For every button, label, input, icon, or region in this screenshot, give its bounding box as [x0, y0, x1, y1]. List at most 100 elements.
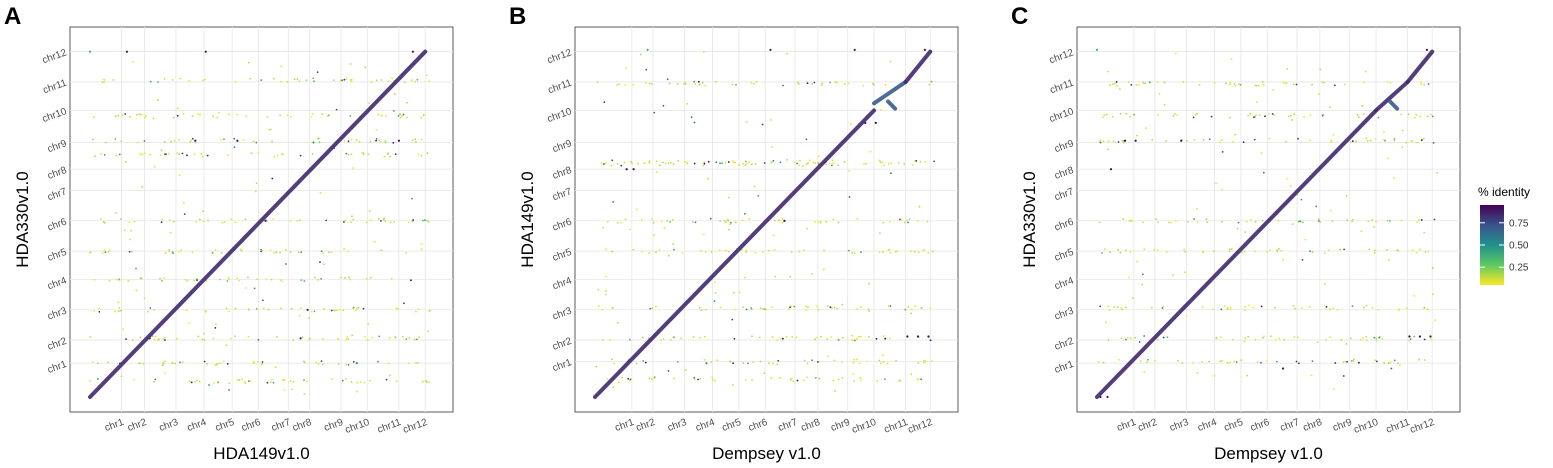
dot-point [813, 81, 816, 84]
x-tick-label: chr1 [614, 417, 636, 434]
dot-point [378, 139, 380, 142]
dot-point [395, 380, 398, 383]
dot-point [1229, 308, 1232, 310]
dot-point [149, 80, 152, 83]
dot-point [1321, 81, 1324, 83]
dot-point [704, 84, 707, 87]
legend-title: % identity [1478, 185, 1530, 199]
dot-point [1323, 81, 1325, 84]
dot-point [395, 307, 397, 310]
dot-point [349, 63, 352, 65]
dot-point [281, 280, 284, 283]
dot-point [1274, 306, 1276, 309]
dot-point [745, 160, 747, 163]
dot-point [1210, 115, 1213, 118]
dot-point [762, 308, 764, 310]
dot-point [416, 78, 419, 81]
dot-point [225, 307, 228, 310]
dot-point [793, 305, 796, 308]
dot-point [889, 252, 892, 254]
dot-point [772, 234, 775, 237]
dot-point [796, 162, 798, 165]
dot-point [1225, 82, 1227, 85]
dot-point [792, 380, 795, 383]
dot-point [1351, 220, 1353, 223]
dot-point [875, 337, 878, 340]
dot-point [690, 116, 693, 119]
dot-point [814, 162, 817, 165]
dot-point [666, 78, 669, 81]
dot-point [1350, 360, 1353, 362]
dot-point [868, 310, 871, 312]
dot-point [253, 287, 256, 290]
dot-point [1226, 362, 1229, 364]
dot-point [384, 141, 387, 144]
dot-point [1368, 248, 1371, 251]
dot-point [164, 339, 166, 341]
dot-point [804, 305, 807, 308]
dot-point [886, 362, 889, 365]
dot-point [161, 279, 163, 282]
dot-point [879, 161, 882, 164]
dot-point [1226, 306, 1229, 309]
dot-point [790, 251, 793, 253]
dot-point [916, 220, 919, 222]
dot-point [239, 248, 242, 251]
dot-point [244, 382, 247, 384]
dot-point [1098, 221, 1101, 224]
dot-point [904, 308, 907, 311]
dot-point [671, 218, 674, 221]
dot-point [139, 336, 142, 339]
dot-point [384, 220, 387, 222]
dot-point [605, 290, 607, 293]
dot-point [138, 362, 141, 365]
dot-point [382, 218, 385, 221]
dot-point [1278, 248, 1280, 250]
x-tick-label: chr11 [883, 417, 910, 436]
dot-point [1147, 358, 1149, 361]
dot-point [1330, 141, 1333, 143]
dot-point [1383, 130, 1385, 133]
x-tick-label: chr7 [1279, 417, 1301, 434]
dot-point [392, 141, 395, 144]
dot-point [268, 128, 271, 131]
dot-point [1221, 360, 1223, 362]
dot-point [616, 162, 619, 165]
y-tick-label: chr8 [46, 165, 68, 182]
dot-point [217, 381, 219, 383]
dot-point [410, 79, 413, 81]
dot-point [1357, 116, 1360, 118]
dot-point [782, 84, 784, 87]
dot-point [131, 339, 134, 341]
dot-point [179, 77, 182, 80]
dot-point [228, 278, 230, 280]
dot-point [292, 380, 295, 383]
dot-point [319, 192, 322, 194]
dot-point [709, 217, 712, 220]
dot-point [383, 155, 386, 158]
dot-point [312, 77, 314, 80]
dot-point [728, 228, 730, 231]
y-tick-label: chr3 [551, 305, 573, 322]
dot-point [1334, 362, 1337, 364]
legend-ticks: 0.750.500.25 [1480, 218, 1529, 274]
dot-point [613, 362, 616, 365]
dot-point [1099, 141, 1102, 144]
dot-point [228, 113, 230, 116]
dot-point [1118, 88, 1121, 90]
dot-point [644, 361, 647, 364]
dot-point [355, 390, 358, 393]
dot-point [917, 251, 920, 254]
dot-point [247, 276, 249, 279]
dot-point [841, 361, 843, 364]
dot-point [1260, 305, 1263, 308]
dot-point [615, 84, 618, 86]
dot-point [782, 337, 784, 340]
dot-point [1228, 250, 1231, 253]
dot-point [1233, 83, 1236, 85]
dot-point [425, 74, 428, 77]
y-tick-label: chr3 [1053, 305, 1075, 322]
dot-point [723, 220, 726, 222]
dot-point [1364, 70, 1367, 73]
dot-point [841, 303, 844, 306]
